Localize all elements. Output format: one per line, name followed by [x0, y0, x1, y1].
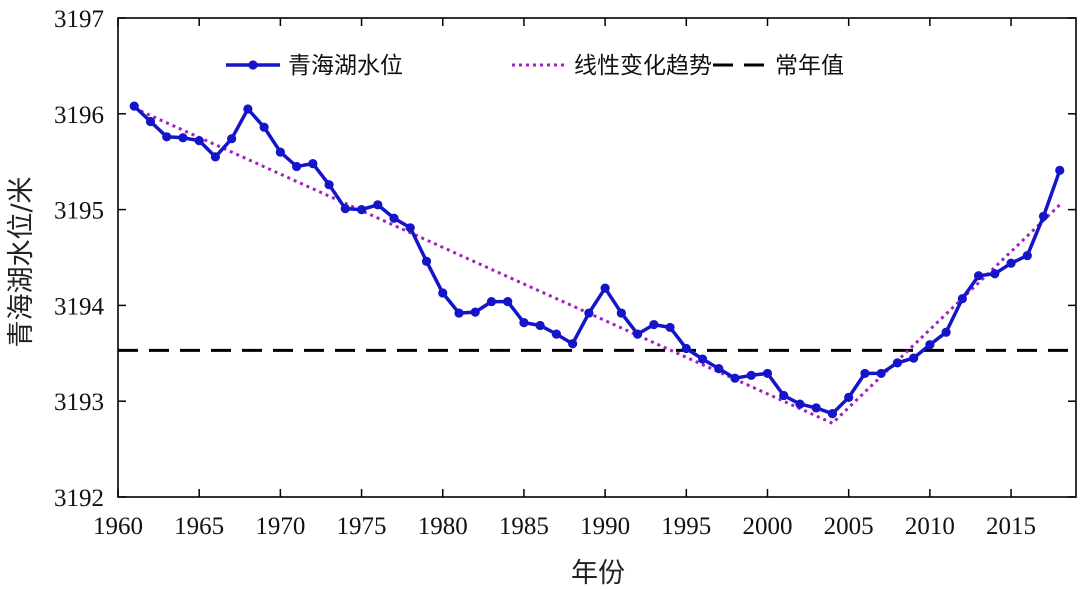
plot-frame	[117, 17, 1077, 498]
data-point	[697, 354, 708, 364]
data-point	[1022, 250, 1032, 261]
data-point	[503, 296, 513, 307]
data-point	[746, 370, 756, 380]
y-tick-label: 3194	[54, 293, 105, 320]
data-point	[405, 223, 415, 233]
data-point	[811, 403, 821, 413]
x-tick-label: 1960	[93, 513, 143, 540]
data-point	[632, 329, 643, 339]
series-line-0	[132, 104, 1062, 416]
data-point	[470, 307, 480, 317]
data-point	[145, 116, 156, 127]
data-point	[454, 308, 464, 318]
data-point	[259, 122, 269, 132]
y-tick-label: 3196	[54, 102, 104, 129]
data-point	[827, 409, 838, 419]
data-point	[730, 373, 740, 383]
data-point	[519, 318, 529, 328]
x-tick-label: 2010	[905, 513, 955, 540]
data-point	[324, 180, 334, 190]
data-point	[438, 288, 448, 298]
x-tick-label: 2015	[986, 513, 1036, 540]
data-point	[892, 358, 902, 368]
data-point	[584, 308, 594, 318]
x-tick-label: 2005	[824, 513, 874, 540]
y-tick-label: 3192	[54, 485, 104, 512]
x-tick-label: 1975	[337, 513, 387, 540]
data-point	[1038, 211, 1049, 221]
data-point	[275, 147, 285, 157]
x-tick-label: 1990	[580, 513, 630, 540]
data-point	[162, 132, 172, 142]
data-point	[925, 340, 935, 350]
legend-marker-0	[248, 60, 258, 70]
legend-label-0: 青海湖水位	[288, 53, 403, 79]
data-point	[1055, 165, 1065, 175]
data-point	[860, 368, 870, 379]
data-point	[844, 392, 854, 402]
y-tick-label: 3193	[54, 389, 104, 416]
data-point	[714, 364, 724, 374]
series-line-1	[133, 106, 1061, 425]
legend-label-1: 线性变化趋势	[574, 53, 712, 79]
legend: 青海湖水位 线性变化趋势 常年值	[226, 53, 844, 79]
plot-area	[118, 101, 1076, 425]
data-point	[486, 296, 497, 307]
x-axis-title: 年份	[571, 558, 625, 589]
data-point	[243, 104, 253, 114]
x-tick-label: 1995	[661, 513, 711, 540]
data-point	[762, 368, 773, 379]
data-point	[795, 399, 805, 409]
data-point	[568, 339, 578, 349]
data-point	[421, 256, 432, 266]
axes: 1960 1965 1970 1975 1980 1985 1990 1995 2000 2005…	[54, 6, 1077, 540]
data-point	[194, 136, 204, 146]
data-point	[308, 159, 318, 169]
x-tick-label: 1985	[499, 513, 549, 540]
data-point	[649, 319, 659, 330]
data-point	[779, 390, 789, 401]
data-point	[210, 152, 221, 162]
data-point	[535, 320, 545, 331]
data-point	[957, 294, 967, 304]
y-tick-label: 3197	[54, 6, 104, 33]
y-tick-label: 3195	[54, 198, 104, 225]
data-point	[178, 133, 188, 143]
x-tick-label: 2000	[742, 513, 792, 540]
data-point	[292, 161, 302, 172]
data-point	[876, 368, 886, 379]
data-point	[1006, 258, 1016, 268]
data-point	[941, 327, 951, 337]
data-point	[681, 343, 691, 354]
data-point	[665, 322, 675, 333]
x-tick-label: 1970	[255, 513, 305, 540]
data-point	[551, 329, 562, 339]
data-point	[129, 101, 139, 111]
data-point	[909, 353, 919, 363]
data-point	[356, 205, 367, 215]
data-point	[227, 134, 237, 144]
y-axis-title: 青海湖水位/米	[6, 176, 37, 347]
legend-label-2: 常年值	[775, 53, 844, 79]
data-point	[340, 204, 350, 214]
x-tick-label: 1980	[418, 513, 468, 540]
data-point	[389, 213, 399, 223]
data-point	[990, 269, 1000, 279]
data-point	[616, 308, 626, 318]
data-point	[973, 271, 984, 281]
x-tick-label: 1965	[174, 513, 224, 540]
data-point	[600, 283, 610, 293]
data-point	[373, 200, 383, 210]
